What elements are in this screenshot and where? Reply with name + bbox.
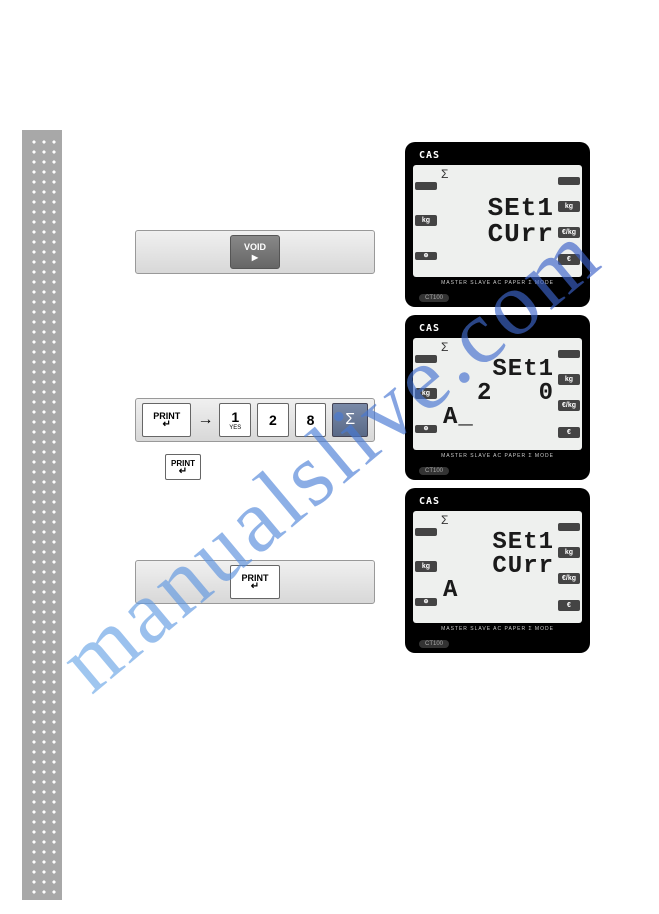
d2-line2: 2 0 [477, 382, 554, 406]
right-btn-1a[interactable] [558, 177, 580, 185]
num-2: 2 [269, 412, 277, 428]
void-key[interactable]: VOID ▶ [230, 235, 280, 269]
disp-model-2: CT100 [419, 467, 449, 475]
sigma-indicator-3: Σ [441, 513, 448, 527]
d1-line1: SEt1 [488, 195, 554, 221]
left-btn-1b[interactable]: kg [415, 215, 437, 226]
disp-inner-3: Σ kg ⊕ SEt1 CUrr A kg €/kg € [413, 511, 582, 623]
disp-right-3: kg €/kg € [556, 511, 582, 623]
num-key-8[interactable]: 8 [295, 403, 327, 437]
right-btn-2c[interactable]: €/kg [558, 400, 580, 411]
right-btn-3a[interactable] [558, 523, 580, 531]
d2-line1: SEt1 [492, 358, 554, 382]
disp-center-2: SEt1 2 0 A_ [439, 338, 556, 450]
disp-right-1: kg €/kg € [556, 165, 582, 277]
left-btn-2b[interactable]: kg [415, 388, 437, 399]
disp-left-3: kg ⊕ [413, 511, 439, 623]
right-btn-1b[interactable]: kg [558, 201, 580, 212]
right-btn-3d[interactable]: € [558, 600, 580, 611]
print-bar-enter-icon: ↵ [251, 583, 259, 591]
sigma-indicator-1: Σ [441, 167, 448, 181]
disp-bottom-1: MASTER SLAVE AC PAPER Σ MODE [413, 280, 582, 286]
disp-model-1: CT100 [419, 294, 449, 302]
disp-logo-1: CAS [419, 150, 582, 161]
print-small-container: PRINT ↵ [165, 454, 201, 480]
disp-inner-1: Σ kg ⊕ SEt1 CUrr kg €/kg € [413, 165, 582, 277]
sigma-indicator-2: Σ [441, 340, 448, 354]
disp-left-2: kg ⊕ [413, 338, 439, 450]
right-btn-1c[interactable]: €/kg [558, 227, 580, 238]
left-btn-3a[interactable] [415, 528, 437, 536]
left-btn-1a[interactable] [415, 182, 437, 190]
print-key-bar[interactable]: PRINT ↵ [230, 565, 280, 599]
dotted-sidebar [22, 130, 62, 900]
print-small-enter-icon: ↵ [179, 468, 187, 476]
right-btn-3c[interactable]: €/kg [558, 573, 580, 584]
left-btn-3b[interactable]: kg [415, 561, 437, 572]
print-key-row[interactable]: PRINT ↵ [142, 403, 191, 437]
disp-inner-2: Σ kg ⊕ SEt1 2 0 A_ kg €/kg € [413, 338, 582, 450]
disp-bottom-3: MASTER SLAVE AC PAPER Σ MODE [413, 626, 582, 632]
disp-center-3: SEt1 CUrr A [439, 511, 556, 623]
right-btn-2d[interactable]: € [558, 427, 580, 438]
void-arrow-icon: ▶ [252, 253, 258, 262]
keybar-print: PRINT ↵ [135, 560, 375, 604]
right-btn-2a[interactable] [558, 350, 580, 358]
disp-left-1: kg ⊕ [413, 165, 439, 277]
num-1: 1 [231, 409, 239, 425]
d3-line1: SEt1 [492, 531, 554, 555]
d2-line3: A_ [439, 406, 474, 430]
display-3: CAS Σ kg ⊕ SEt1 CUrr A kg €/kg € MASTER … [405, 488, 590, 653]
void-label: VOID [244, 242, 266, 252]
right-btn-3b[interactable]: kg [558, 547, 580, 558]
disp-center-1: SEt1 CUrr [439, 165, 556, 277]
d3-line2: CUrr [492, 555, 554, 579]
sigma-key[interactable]: Σ [332, 403, 368, 437]
sigma-icon: Σ [345, 411, 355, 429]
enter-icon: ↵ [163, 421, 171, 429]
print-key-small[interactable]: PRINT ↵ [165, 454, 201, 480]
d1-line2: CUrr [488, 221, 554, 247]
left-btn-1c[interactable]: ⊕ [415, 252, 437, 260]
keybar-numbers: PRINT ↵ → 1 YES 2 8 Σ [135, 398, 375, 442]
d3-line3: A [439, 579, 458, 603]
left-btn-2c[interactable]: ⊕ [415, 425, 437, 433]
arrow-icon: → [197, 411, 213, 429]
left-btn-3c[interactable]: ⊕ [415, 598, 437, 606]
right-btn-1d[interactable]: € [558, 254, 580, 265]
display-2: CAS Σ kg ⊕ SEt1 2 0 A_ kg €/kg € MASTER … [405, 315, 590, 480]
num-key-1[interactable]: 1 YES [219, 403, 251, 437]
disp-logo-3: CAS [419, 496, 582, 507]
num-1-sub: YES [229, 425, 241, 431]
right-btn-2b[interactable]: kg [558, 374, 580, 385]
disp-right-2: kg €/kg € [556, 338, 582, 450]
left-btn-2a[interactable] [415, 355, 437, 363]
num-8: 8 [307, 412, 315, 428]
disp-bottom-2: MASTER SLAVE AC PAPER Σ MODE [413, 453, 582, 459]
disp-logo-2: CAS [419, 323, 582, 334]
disp-model-3: CT100 [419, 640, 449, 648]
display-1: CAS Σ kg ⊕ SEt1 CUrr kg €/kg € MASTER SL… [405, 142, 590, 307]
keybar-void: VOID ▶ [135, 230, 375, 274]
num-key-2[interactable]: 2 [257, 403, 289, 437]
